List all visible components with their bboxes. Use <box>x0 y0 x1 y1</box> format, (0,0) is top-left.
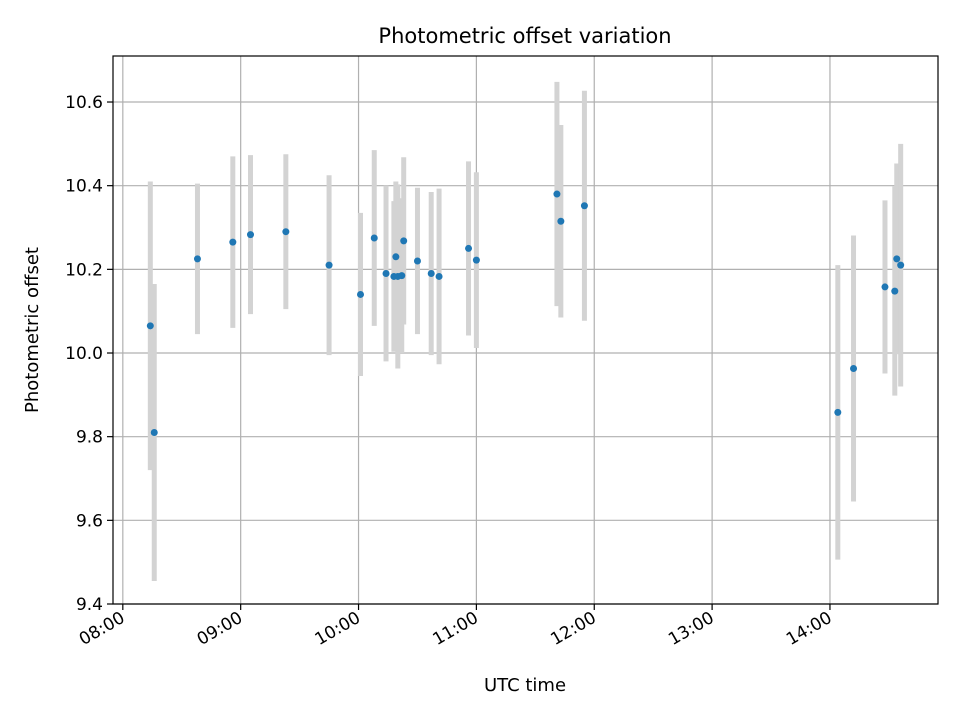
data-point <box>382 270 390 278</box>
x-axis-label: UTC time <box>484 675 566 696</box>
data-point <box>247 231 254 239</box>
x-tick-label: 12:00 <box>547 608 599 650</box>
x-tick-label: 13:00 <box>665 608 717 650</box>
data-point <box>893 255 901 263</box>
data-point <box>472 256 480 264</box>
data-point <box>282 228 290 236</box>
data-point <box>557 217 565 225</box>
y-tick-label: 10.4 <box>65 177 103 197</box>
data-point <box>357 290 364 298</box>
x-tick-label: 14:00 <box>783 608 835 650</box>
data-point <box>413 257 421 265</box>
data-point <box>553 190 561 198</box>
data-point <box>897 261 905 269</box>
data-point <box>850 364 858 372</box>
y-tick-label: 10.0 <box>65 344 103 364</box>
grid <box>113 56 938 605</box>
data-point <box>392 253 400 261</box>
data-point <box>150 428 158 436</box>
data-point <box>398 272 406 280</box>
x-tick-label: 09:00 <box>194 608 246 650</box>
data-point <box>370 234 378 242</box>
data-points <box>146 190 905 436</box>
y-tick-label: 9.8 <box>76 428 103 448</box>
y-tick-label: 10.6 <box>65 93 103 113</box>
data-point <box>834 408 842 416</box>
data-point <box>229 238 237 246</box>
error-bars <box>147 81 904 581</box>
data-point <box>881 283 889 291</box>
y-axis-ticks: 9.4 9.6 9.8 10.0 10.2 10.4 10.6 <box>65 93 113 615</box>
y-axis-label: Photometric offset <box>22 247 43 413</box>
data-point <box>146 322 154 330</box>
y-tick-label: 10.2 <box>65 260 103 280</box>
x-axis-ticks: 08:00 09:00 10:00 11:00 12:00 13:00 14:00 <box>76 604 835 650</box>
data-point <box>193 255 201 263</box>
data-point <box>891 287 899 295</box>
data-point <box>325 261 333 269</box>
plot-frame <box>112 55 939 605</box>
data-point <box>580 202 588 210</box>
data-point <box>400 237 408 245</box>
x-tick-label: 10:00 <box>312 608 364 650</box>
y-tick-label: 9.4 <box>76 595 103 615</box>
x-tick-label: 11:00 <box>429 608 481 650</box>
y-tick-label: 9.6 <box>76 511 103 531</box>
data-point <box>435 272 443 280</box>
data-point <box>465 244 473 252</box>
chart-title: Photometric offset variation <box>378 24 671 48</box>
data-point <box>427 270 435 278</box>
